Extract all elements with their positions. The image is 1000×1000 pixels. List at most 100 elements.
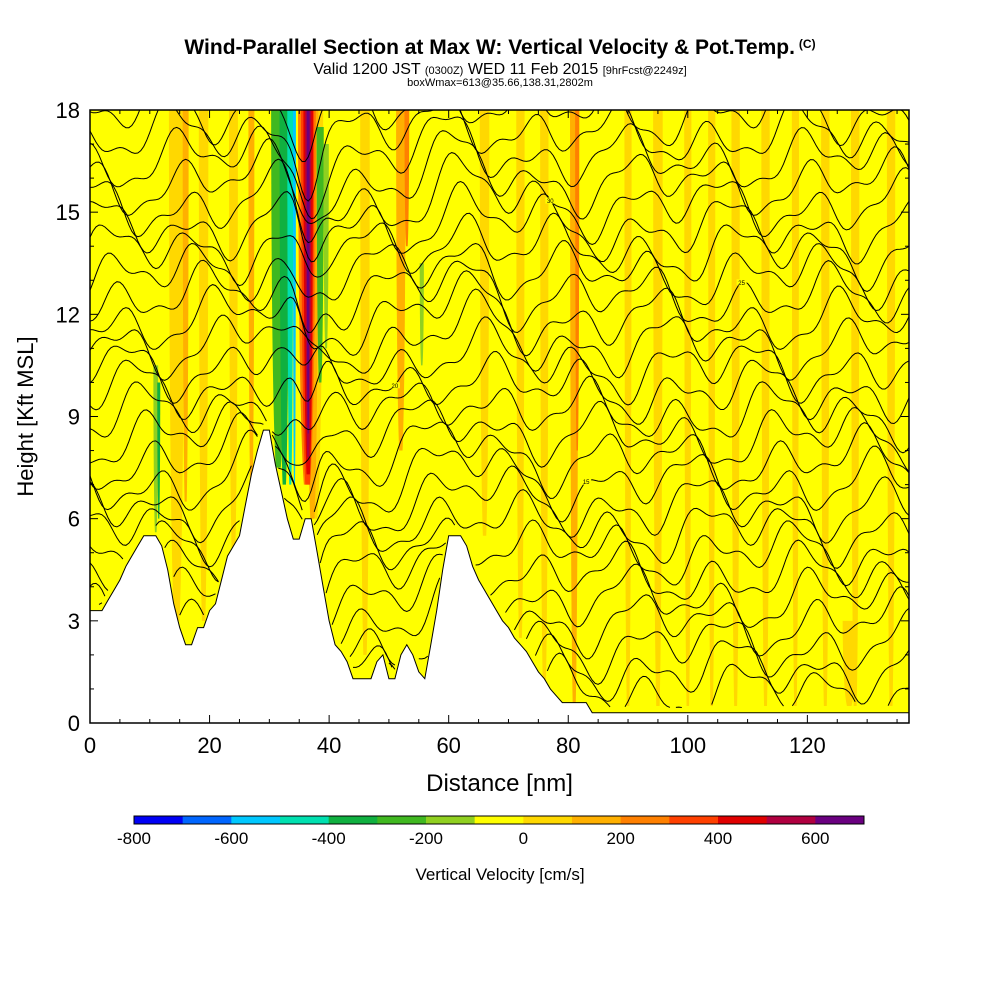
- colorbar-bin: [377, 816, 427, 824]
- velocity-stripe: [479, 110, 490, 536]
- copyright-mark: (C): [798, 37, 816, 51]
- colorbar-bin: [766, 816, 816, 824]
- velocity-stripe: [153, 365, 159, 533]
- velocity-stripe: [228, 110, 238, 560]
- isentrope-label-bg: [581, 478, 592, 485]
- valid-date: WED 11 Feb 2015: [467, 61, 599, 78]
- axes: 0 20 40 60 80 100 120 0 3 6 9 12 15 18 Distance [nm] He…: [13, 98, 909, 797]
- x-tick-label: 40: [317, 733, 341, 758]
- isentrope-label: 25: [738, 281, 745, 287]
- isentrope-line: [90, 350, 909, 425]
- isentrope-line: [90, 212, 909, 293]
- colorbar-bin: [231, 816, 281, 824]
- colorbar-bin: [474, 816, 524, 824]
- x-tick-label: 20: [197, 733, 221, 758]
- colorbar: -800 -600 -400 -200 0 200 400 600 Vertical Veloc…: [117, 815, 865, 884]
- colorbar-bin: [718, 816, 768, 824]
- velocity-stripe: [575, 110, 580, 451]
- velocity-stripe: [886, 110, 896, 706]
- velocity-stripe: [157, 382, 161, 519]
- y-tick-label: 18: [56, 98, 80, 123]
- boxwmax-line: boxWmax=613@35.66,138.31,2802m: [407, 77, 593, 89]
- chart-title: Wind-Parallel Section at Max W: Vertical…: [0, 36, 1000, 60]
- y-tick-label: 15: [56, 200, 80, 225]
- forecast-info: [9hrFcst@2249z]: [602, 65, 687, 77]
- velocity-stripe: [316, 127, 324, 383]
- isentrope-label: 15: [583, 480, 590, 486]
- colorbar-tick-label: -200: [409, 829, 443, 848]
- isentrope-line: [90, 116, 909, 220]
- chart-title-text: Wind-Parallel Section at Max W: Vertical…: [184, 36, 795, 59]
- x-axis-label: Distance [nm]: [426, 770, 573, 797]
- velocity-stripe: [306, 110, 310, 434]
- isentrope-label-bg: [389, 382, 400, 389]
- isentrope-line: [90, 517, 909, 587]
- isentrope-label-bg: [545, 197, 556, 204]
- colorbar-label: Vertical Velocity [cm/s]: [415, 865, 584, 884]
- isentrope-line: [90, 259, 909, 334]
- velocity-stripe: [540, 110, 549, 689]
- y-tick-label: 9: [68, 405, 80, 430]
- colorbar-bin: [328, 816, 378, 824]
- x-tick-label: 120: [789, 733, 826, 758]
- colorbar-tick-label: -400: [312, 829, 346, 848]
- velocity-stripe: [279, 110, 290, 485]
- isentrope-label: 20: [392, 384, 399, 390]
- isentrope-line: [90, 180, 909, 265]
- isentrope-line: [90, 316, 909, 406]
- colorbar-tick-label: -800: [117, 829, 151, 848]
- isentrope-line: [90, 429, 909, 523]
- isentrope-line: [349, 607, 909, 685]
- velocity-stripe: [419, 263, 424, 366]
- velocity-stripe: [360, 110, 370, 655]
- velocity-stripe: [516, 110, 525, 638]
- isentrope-line: [90, 489, 909, 569]
- velocity-stripe: [182, 110, 189, 502]
- isentrope-line: [90, 110, 909, 202]
- isentrope-line: [90, 240, 909, 312]
- y-tick-label: 0: [68, 711, 80, 736]
- colorbar-bin: [669, 816, 719, 824]
- isentrope-line: [90, 270, 909, 357]
- isentrope-line: [90, 152, 909, 246]
- isentrope-line: [90, 553, 909, 628]
- isentrope-line: [90, 288, 909, 381]
- colorbar-bin: [620, 816, 670, 824]
- velocity-stripe: [761, 110, 770, 706]
- isentrope-label-bg: [736, 279, 747, 286]
- colorbar-bin: [182, 816, 232, 824]
- colorbar-bin: [572, 816, 622, 824]
- x-tick-label: 100: [669, 733, 706, 758]
- valid-time-line: Valid 1200 JST (0300Z) WED 11 Feb 2015 […: [0, 61, 1000, 79]
- y-tick-label: 6: [68, 507, 80, 532]
- colorbar-bin: [426, 816, 476, 824]
- velocity-stripe: [404, 110, 410, 247]
- y-tick-label: 3: [68, 609, 80, 634]
- isentrope-line: [388, 652, 909, 708]
- velocity-stripe: [248, 110, 255, 502]
- terrain-mask: [89, 429, 910, 724]
- isentrope-line: [90, 110, 909, 163]
- isentrope-line: [90, 412, 909, 502]
- colorbar-frame: [133, 815, 865, 825]
- isentrope-line: [98, 577, 909, 660]
- potential-temperature-contours: 15 20 25 30: [90, 110, 909, 708]
- velocity-stripe: [791, 110, 800, 706]
- y-tick-label: 12: [56, 302, 80, 327]
- isentrope-line: [90, 375, 909, 454]
- x-tick-label: 60: [436, 733, 460, 758]
- colorbar-bin: [280, 816, 330, 824]
- isentrope-line: [90, 465, 909, 544]
- velocity-stripe: [708, 110, 716, 706]
- isentrope-line: [90, 130, 909, 225]
- colorbar-tick-label: 0: [519, 829, 528, 848]
- colorbar-bin: [134, 816, 184, 824]
- velocity-stripe: [684, 110, 692, 706]
- colorbar-bin: [523, 816, 573, 824]
- colorbar-tick-label: 600: [801, 829, 829, 848]
- velocity-stripe: [624, 110, 632, 706]
- valid-prefix: Valid 1200 JST: [313, 61, 421, 78]
- velocity-stripe: [731, 110, 740, 706]
- x-tick-label: 80: [556, 733, 580, 758]
